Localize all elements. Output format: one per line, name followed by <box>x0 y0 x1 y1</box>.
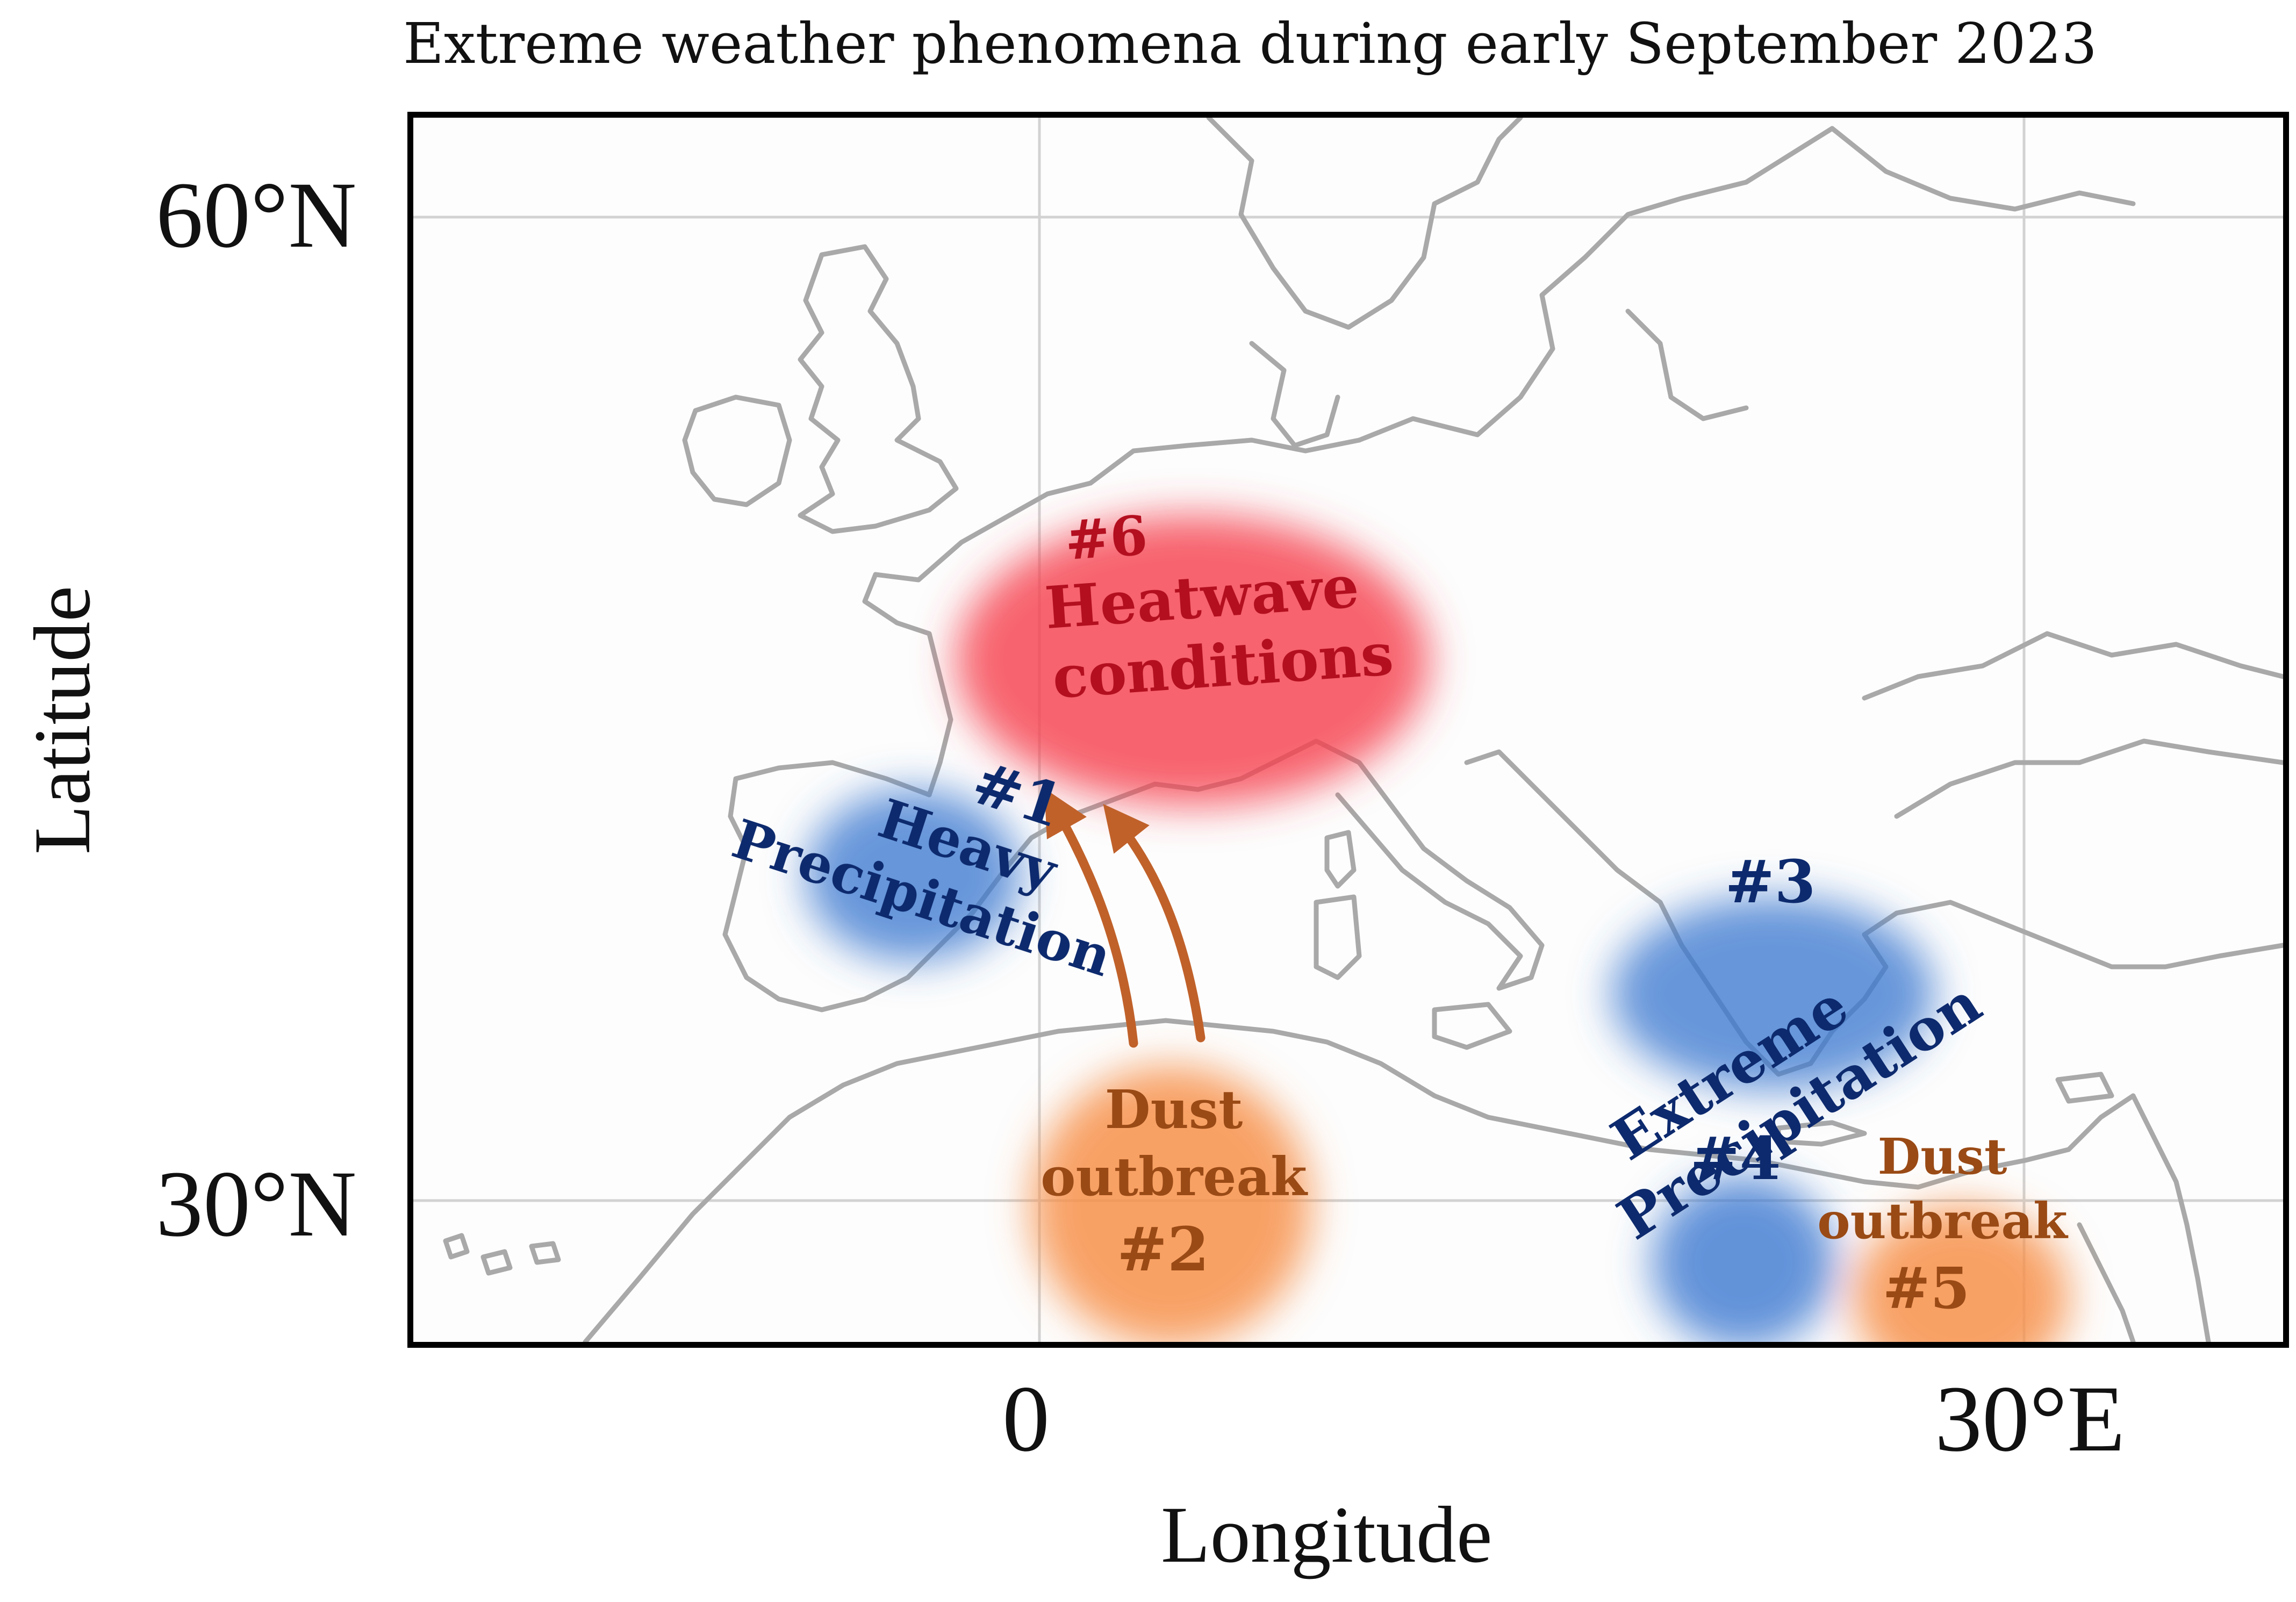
event-3-number: #3 <box>1725 847 1816 916</box>
coastline-corsica <box>1324 830 1357 889</box>
precipitation-blob-4 <box>1652 1176 1835 1342</box>
dust-transport-arrows <box>1044 788 1206 1048</box>
coastline-levant <box>2130 1093 2211 1342</box>
event-6-label: #6 Heatwave conditions <box>1043 504 1395 712</box>
dust-blob-5 <box>1854 1206 2069 1342</box>
coastline-sardinia <box>1314 894 1362 980</box>
coastline-red-sea <box>2077 1222 2136 1342</box>
event-2-line-2: outbreak <box>1041 1146 1308 1208</box>
map-frame: #6 Heatwave conditions #1 Heavy Precipit… <box>407 112 2289 1348</box>
event-5-line-2: outbreak <box>1817 1192 2069 1250</box>
coastline-france-north <box>862 515 1007 798</box>
x-axis-label: Longitude <box>1161 1490 1493 1579</box>
precipitation-blob-1 <box>806 789 1021 961</box>
event-2-line-1: Dust <box>1105 1079 1243 1141</box>
event-6-number: #6 <box>1063 504 1150 572</box>
event-5-line-1: Dust <box>1878 1127 2007 1186</box>
event-2-label: Dust outbreak #2 <box>1041 1079 1308 1285</box>
coastline-great-britain <box>798 244 959 534</box>
event-4-number: #4 <box>1690 1124 1781 1193</box>
coastline-turkey <box>1894 900 2283 969</box>
coastline-baltic <box>1357 126 1835 443</box>
coastline-black-sea <box>1894 738 2283 819</box>
figure-title: Extreme weather phenomena during early S… <box>403 11 2097 76</box>
heatwave-blob <box>956 515 1429 806</box>
dust-arrow-left <box>1044 788 1138 1048</box>
map-canvas: #6 Heatwave conditions #1 Heavy Precipit… <box>413 118 2283 1342</box>
coastline-ireland <box>682 394 792 507</box>
coastline-baltic-east <box>1625 308 1749 421</box>
y-axis-label: Latitude <box>18 586 107 854</box>
coastline-canary-islands <box>443 1233 561 1276</box>
lon-tick-30e: 30°E <box>1935 1367 2125 1471</box>
dust-blob-2 <box>1031 1066 1311 1342</box>
lat-tick-60n: 60°N <box>156 163 357 268</box>
coastline-cyprus <box>2055 1072 2114 1104</box>
lon-tick-0: 0 <box>1002 1367 1050 1471</box>
coastline-north-africa <box>583 1018 2136 1342</box>
coastline-finland <box>1829 126 2136 212</box>
dust-arrow-right <box>1103 803 1206 1043</box>
coastline-sicily <box>1432 1002 1512 1050</box>
phenomena-blobs <box>806 515 2069 1342</box>
coastline-netherlands-germany <box>1002 437 1362 521</box>
event-5-label: Dust outbreak #5 <box>1817 1127 2069 1321</box>
precipitation-blob-3 <box>1612 897 1934 1090</box>
coastline-italy <box>1271 738 1545 991</box>
coastline-scandinavia <box>1206 118 1523 330</box>
coastline-black-sea-north <box>1862 631 2283 701</box>
event-5-number: #5 <box>1883 1254 1970 1321</box>
coastline-crete <box>1776 1120 1867 1147</box>
coastline-denmark <box>1249 341 1340 448</box>
event-2-number: #2 <box>1117 1215 1209 1285</box>
lat-tick-30n: 30°N <box>156 1152 357 1256</box>
